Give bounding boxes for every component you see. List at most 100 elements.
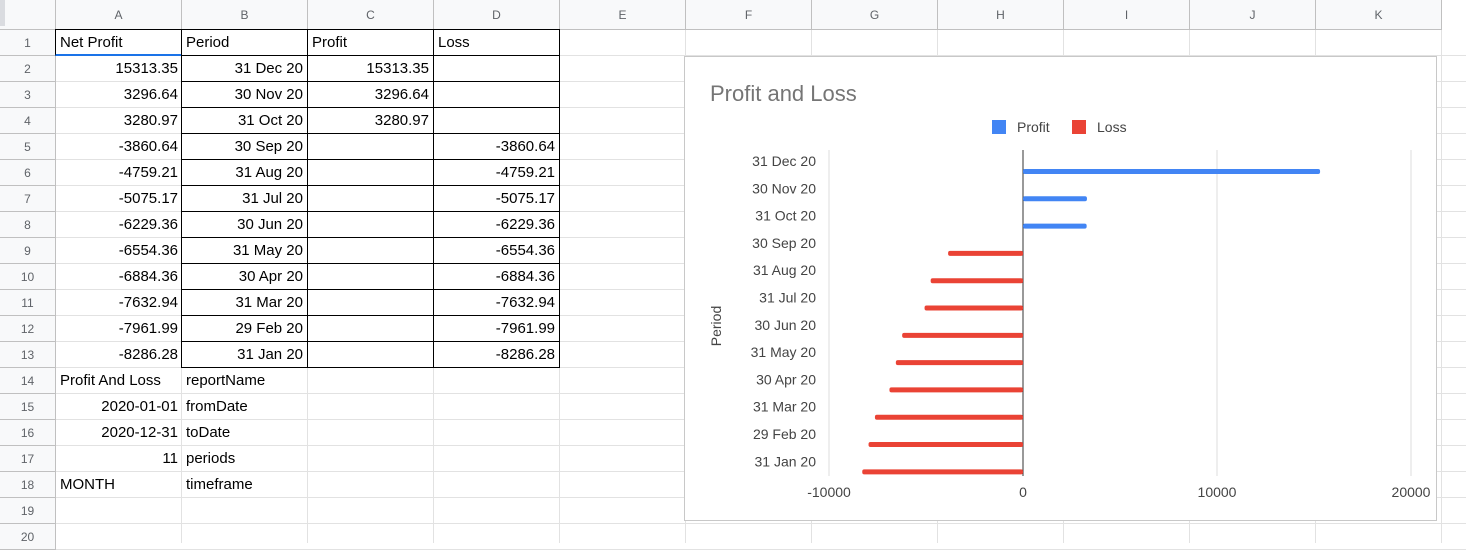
net-profit-cell[interactable]: -3860.64 [118, 138, 178, 155]
loss-header[interactable]: Loss [433, 29, 560, 56]
param-value-cell[interactable]: 11 [162, 450, 178, 467]
profit-loss-chart[interactable]: Profit and Loss Profit Loss -10000 0 10000 200… [684, 56, 1437, 521]
column-header-k[interactable]: K [1316, 0, 1442, 30]
period-cell[interactable]: 31 May 20 [181, 237, 308, 264]
profit-cell[interactable] [307, 185, 434, 212]
row-header-19[interactable]: 19 [0, 498, 56, 524]
column-header-a[interactable]: A [56, 0, 182, 30]
net-profit-cell[interactable]: 3296.64 [123, 86, 178, 103]
row-header-5[interactable]: 5 [0, 134, 56, 160]
net-profit-cell[interactable]: 3280.97 [123, 112, 178, 129]
loss-cell[interactable] [433, 81, 560, 108]
param-label-cell[interactable]: fromDate [186, 398, 248, 415]
period-cell[interactable]: 30 Jun 20 [181, 211, 308, 238]
net-profit-cell[interactable]: -8286.28 [118, 346, 178, 363]
column-header-g[interactable]: G [812, 0, 938, 30]
net-profit-cell[interactable]: -5075.17 [118, 190, 178, 207]
profit-cell[interactable] [307, 211, 434, 238]
row-header-4[interactable]: 4 [0, 108, 56, 134]
row-header-11[interactable]: 11 [0, 290, 56, 316]
row-header-9[interactable]: 9 [0, 238, 56, 264]
period-header[interactable]: Period [181, 29, 308, 56]
row-header-17[interactable]: 17 [0, 446, 56, 472]
period-cell[interactable]: 31 Dec 20 [181, 55, 308, 82]
net-profit-cell[interactable]: -7961.99 [118, 320, 178, 337]
profit-cell[interactable] [307, 289, 434, 316]
param-value-cell[interactable]: 2020-12-31 [101, 424, 178, 441]
row-header-2[interactable]: 2 [0, 56, 56, 82]
loss-cell[interactable]: -8286.28 [433, 341, 560, 368]
profit-cell[interactable]: 3280.97 [307, 107, 434, 134]
period-cell[interactable]: 31 Aug 20 [181, 159, 308, 186]
column-header-e[interactable]: E [560, 0, 686, 30]
period-cell[interactable]: 30 Apr 20 [181, 263, 308, 290]
profit-cell[interactable] [307, 159, 434, 186]
loss-cell[interactable]: -5075.17 [433, 185, 560, 212]
row-header-10[interactable]: 10 [0, 264, 56, 290]
profit-cell[interactable] [307, 341, 434, 368]
net-profit-cell[interactable]: -6554.36 [118, 242, 178, 259]
loss-cell[interactable]: -6229.36 [433, 211, 560, 238]
column-header-f[interactable]: F [686, 0, 812, 30]
param-value-cell[interactable]: Profit And Loss [60, 372, 161, 389]
param-label-cell[interactable]: reportName [186, 372, 266, 389]
row-header-1[interactable]: 1 [0, 30, 56, 56]
net-profit-cell[interactable]: -7632.94 [118, 294, 178, 311]
x-tick-label: -10000 [807, 484, 851, 500]
period-cell[interactable]: 30 Nov 20 [181, 81, 308, 108]
period-cell[interactable]: 31 Mar 20 [181, 289, 308, 316]
loss-cell[interactable]: -3860.64 [433, 133, 560, 160]
row-header-12[interactable]: 12 [0, 316, 56, 342]
param-label-cell[interactable]: toDate [186, 424, 231, 441]
column-header-i[interactable]: I [1064, 0, 1190, 30]
select-all-corner[interactable] [0, 0, 56, 30]
column-header-j[interactable]: J [1190, 0, 1316, 30]
column-header-h[interactable]: H [938, 0, 1064, 30]
period-cell[interactable]: 31 Oct 20 [181, 107, 308, 134]
param-label-cell[interactable]: timeframe [186, 476, 253, 493]
net-profit-header[interactable]: Net Profit [55, 29, 182, 56]
net-profit-cell[interactable]: 15313.35 [115, 60, 178, 77]
row-header-15[interactable]: 15 [0, 394, 56, 420]
profit-cell[interactable] [307, 133, 434, 160]
row-header-3[interactable]: 3 [0, 82, 56, 108]
loss-cell[interactable]: -6884.36 [433, 263, 560, 290]
param-value-cell[interactable]: MONTH [60, 476, 115, 493]
row-header-13[interactable]: 13 [0, 342, 56, 368]
row-header-7[interactable]: 7 [0, 186, 56, 212]
row-header-18[interactable]: 18 [0, 472, 56, 498]
y-tick-label: 31 May 20 [751, 344, 817, 360]
period-cell[interactable]: 29 Feb 20 [181, 315, 308, 342]
row-header-16[interactable]: 16 [0, 420, 56, 446]
profit-cell[interactable]: 3296.64 [307, 81, 434, 108]
column-header-b[interactable]: B [182, 0, 308, 30]
row-header-8[interactable]: 8 [0, 212, 56, 238]
period-cell[interactable]: 31 Jan 20 [181, 341, 308, 368]
profit-cell[interactable] [307, 315, 434, 342]
loss-cell[interactable]: -7632.94 [433, 289, 560, 316]
period-cell[interactable]: 30 Sep 20 [181, 133, 308, 160]
loss-cell[interactable]: -7961.99 [433, 315, 560, 342]
profit-cell[interactable] [307, 237, 434, 264]
column-header-c[interactable]: C [308, 0, 434, 30]
loss-cell[interactable] [433, 107, 560, 134]
column-header-d[interactable]: D [434, 0, 560, 30]
loss-cell[interactable] [433, 55, 560, 82]
row-header-20[interactable]: 20 [0, 524, 56, 550]
net-profit-cell[interactable]: -4759.21 [118, 164, 178, 181]
row-header-6[interactable]: 6 [0, 160, 56, 186]
net-profit-cell[interactable]: -6229.36 [118, 216, 178, 233]
period-cell[interactable]: 31 Jul 20 [181, 185, 308, 212]
param-label-cell[interactable]: periods [186, 450, 236, 467]
bar-loss-7 [895, 360, 1023, 366]
profit-cell[interactable]: 15313.35 [307, 55, 434, 82]
row-header-14[interactable]: 14 [0, 368, 56, 394]
profit-header[interactable]: Profit [307, 29, 434, 56]
bar-loss-5 [924, 305, 1023, 311]
loss-cell[interactable]: -4759.21 [433, 159, 560, 186]
row-gridline [56, 55, 1466, 56]
profit-cell[interactable] [307, 263, 434, 290]
loss-cell[interactable]: -6554.36 [433, 237, 560, 264]
param-value-cell[interactable]: 2020-01-01 [101, 398, 178, 415]
net-profit-cell[interactable]: -6884.36 [118, 268, 178, 285]
